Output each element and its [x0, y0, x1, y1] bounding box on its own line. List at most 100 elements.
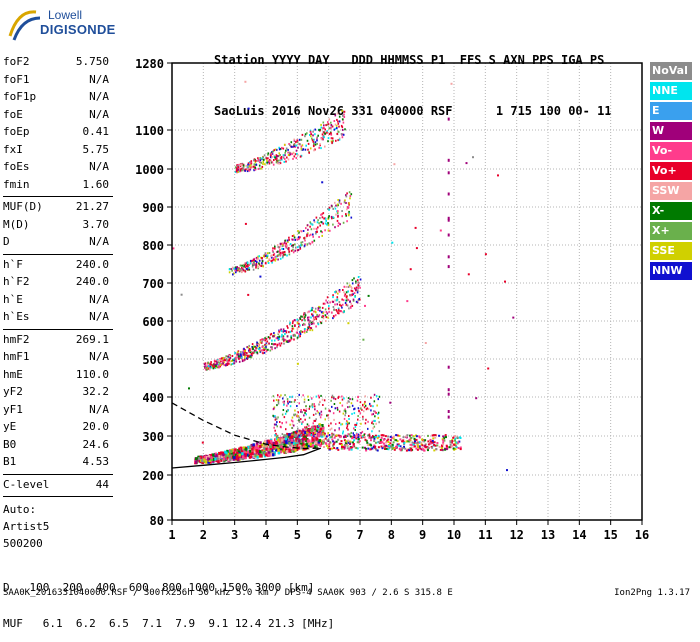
- echo-point: [320, 230, 322, 233]
- echo-point: [311, 403, 314, 406]
- echo-point: [332, 216, 334, 219]
- echo-point: [354, 423, 356, 426]
- echo-point: [424, 439, 427, 442]
- echo-point: [338, 312, 340, 315]
- echo-point: [316, 136, 318, 139]
- echo-point: [326, 414, 328, 417]
- echo-point: [284, 338, 287, 341]
- echo-point: [303, 414, 305, 417]
- parameter-name: h`F2: [3, 275, 30, 288]
- echo-point: [309, 326, 312, 329]
- echo-point: [301, 241, 304, 244]
- echo-point: [286, 398, 289, 401]
- echo-point: [298, 420, 301, 423]
- echo-point: [430, 440, 432, 443]
- echo-point: [342, 432, 344, 435]
- parameter-name: h`F: [3, 257, 23, 271]
- echo-point: [295, 331, 298, 334]
- echo-point: [319, 143, 321, 146]
- echo-point: [453, 443, 456, 446]
- echo-point: [247, 166, 250, 169]
- echo-point: [447, 255, 450, 259]
- echo-point: [291, 432, 293, 435]
- echo-point: [291, 423, 294, 426]
- echo-point: [319, 427, 322, 431]
- echo-point: [357, 287, 359, 290]
- echo-point: [338, 428, 340, 431]
- echo-point: [264, 343, 266, 346]
- echo-point: [243, 264, 246, 267]
- echo-point: [231, 355, 234, 357]
- echo-point: [335, 434, 338, 437]
- echo-point: [277, 400, 280, 403]
- echo-point: [346, 421, 349, 424]
- legend-item-x-: X-: [650, 202, 692, 220]
- echo-point: [341, 423, 344, 426]
- echo-point: [207, 455, 211, 459]
- echo-point: [247, 346, 250, 349]
- echo-point: [313, 239, 316, 242]
- echo-point: [277, 416, 279, 419]
- echo-point: [449, 446, 452, 449]
- echo-point: [298, 434, 301, 437]
- echo-point: [312, 144, 315, 147]
- echo-point: [270, 156, 272, 158]
- echo-point: [235, 356, 237, 359]
- echo-point: [268, 443, 272, 446]
- echo-point: [352, 298, 355, 301]
- echo-point: [406, 300, 409, 303]
- echo-point: [333, 447, 336, 449]
- echo-point: [344, 410, 347, 413]
- echo-point: [504, 280, 506, 283]
- echo-point: [455, 441, 458, 444]
- echo-point: [273, 406, 276, 409]
- echo-point: [248, 348, 251, 350]
- echo-point: [457, 447, 460, 449]
- echo-point: [337, 222, 340, 225]
- echo-point: [344, 414, 346, 417]
- parameter-value: 0.41: [82, 125, 110, 138]
- echo-point: [357, 433, 360, 436]
- echo-point: [254, 447, 257, 450]
- echo-point: [361, 435, 364, 438]
- echo-point: [350, 285, 352, 288]
- echo-point: [328, 215, 330, 218]
- y-tick-label: 200: [142, 469, 164, 483]
- echo-point: [299, 143, 301, 146]
- echo-point: [264, 347, 267, 350]
- echo-point: [247, 165, 249, 167]
- echo-point: [424, 342, 427, 344]
- echo-point: [282, 242, 285, 245]
- echo-point: [204, 367, 206, 370]
- echo-point: [267, 451, 271, 455]
- echo-point: [314, 316, 317, 319]
- echo-point: [334, 407, 337, 410]
- echo-point: [241, 169, 243, 172]
- echo-point: [371, 413, 373, 416]
- echo-point: [241, 267, 243, 269]
- echo-point: [212, 367, 215, 370]
- echo-point: [298, 333, 300, 336]
- echo-point: [283, 251, 286, 253]
- echo-point: [434, 434, 437, 437]
- echo-point: [309, 225, 311, 228]
- echo-point: [313, 317, 316, 319]
- echo-point: [260, 161, 263, 164]
- echo-point: [391, 436, 394, 439]
- echo-point: [299, 247, 302, 250]
- echo-point: [271, 339, 273, 342]
- echo-point: [304, 133, 307, 136]
- echo-point: [362, 415, 364, 418]
- echo-point: [257, 452, 261, 455]
- echo-point: [228, 354, 230, 357]
- echo-point: [377, 398, 379, 401]
- echo-point: [347, 397, 350, 400]
- autoscaling-info: Auto: Artist5 500200: [3, 501, 111, 552]
- echo-point: [317, 307, 320, 310]
- echo-point: [327, 208, 329, 210]
- echo-point: [269, 336, 271, 339]
- echo-point: [238, 360, 241, 363]
- echo-point: [297, 153, 299, 156]
- echo-point: [357, 407, 360, 410]
- legend-item-vo-: Vo+: [650, 162, 692, 180]
